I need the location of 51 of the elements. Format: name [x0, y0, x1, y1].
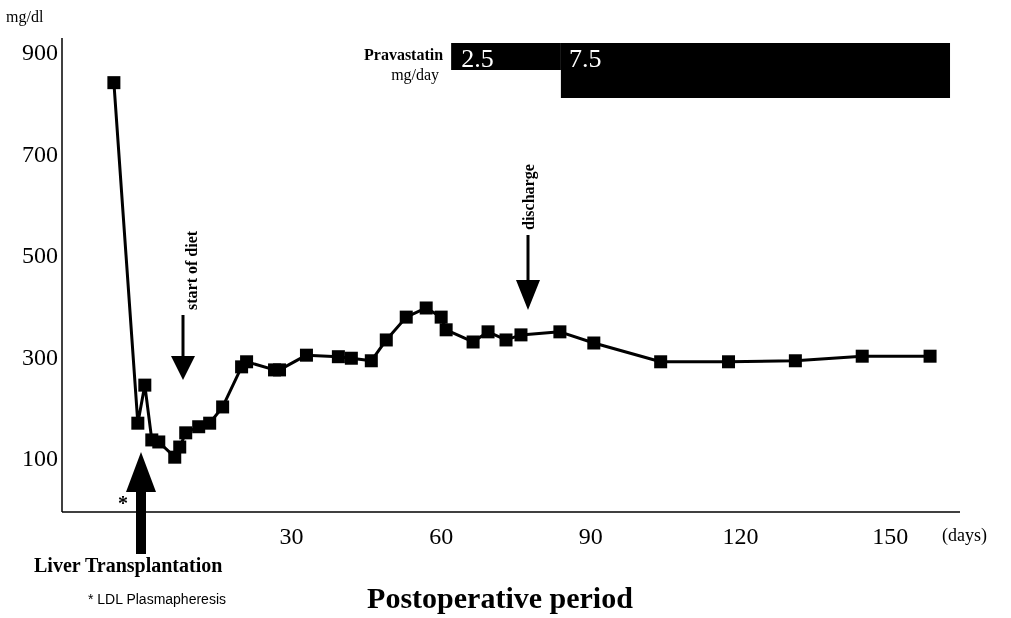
- y-tick-label: 100: [22, 445, 58, 472]
- x-tick-label: 30: [279, 523, 304, 549]
- point: [216, 400, 230, 414]
- x-tick-label: 90: [578, 523, 603, 549]
- point: [344, 351, 358, 365]
- y-tick-label: 300: [22, 343, 58, 370]
- point: [923, 349, 937, 363]
- annotation: *: [118, 492, 128, 514]
- point: [587, 336, 601, 350]
- point: [399, 310, 413, 324]
- point: [273, 363, 287, 377]
- point: [499, 333, 513, 347]
- band-label: 2.5: [461, 44, 494, 73]
- x-axis-title: Postoperative period: [367, 581, 634, 614]
- point: [654, 355, 668, 369]
- point: [481, 325, 495, 339]
- text: Liver Transplantation: [34, 554, 223, 577]
- annotation: Pravastatin: [364, 46, 444, 63]
- annotation: discharge: [519, 164, 538, 230]
- point: [722, 355, 736, 369]
- annotation: start of diet: [182, 230, 200, 310]
- point: [152, 435, 166, 449]
- point: [419, 301, 433, 315]
- x-tick-label: 120: [722, 523, 759, 549]
- point: [131, 416, 145, 430]
- point: [203, 416, 217, 430]
- point: [379, 333, 393, 347]
- text: * LDL Plasmapheresis: [88, 591, 226, 607]
- y-tick-label: 500: [22, 242, 58, 269]
- point: [138, 378, 152, 392]
- point: [788, 354, 802, 368]
- point: [179, 426, 193, 440]
- point: [107, 76, 121, 90]
- point: [434, 310, 448, 324]
- text: (days): [942, 525, 987, 546]
- y-axis-title: mg/dl: [6, 8, 44, 26]
- y-tick-label: 700: [22, 140, 58, 167]
- band-label: 7.5: [568, 44, 602, 73]
- point: [364, 354, 378, 368]
- x-tick-label: 150: [872, 523, 909, 549]
- annotation: mg/day: [391, 66, 440, 84]
- point: [439, 323, 453, 337]
- point: [855, 349, 869, 363]
- y-tick-label: 900: [22, 39, 58, 66]
- point: [331, 350, 345, 364]
- point: [173, 440, 187, 454]
- point: [553, 325, 567, 339]
- point: [466, 335, 480, 349]
- point: [514, 328, 528, 342]
- x-tick-label: 60: [429, 523, 454, 549]
- point: [299, 348, 313, 362]
